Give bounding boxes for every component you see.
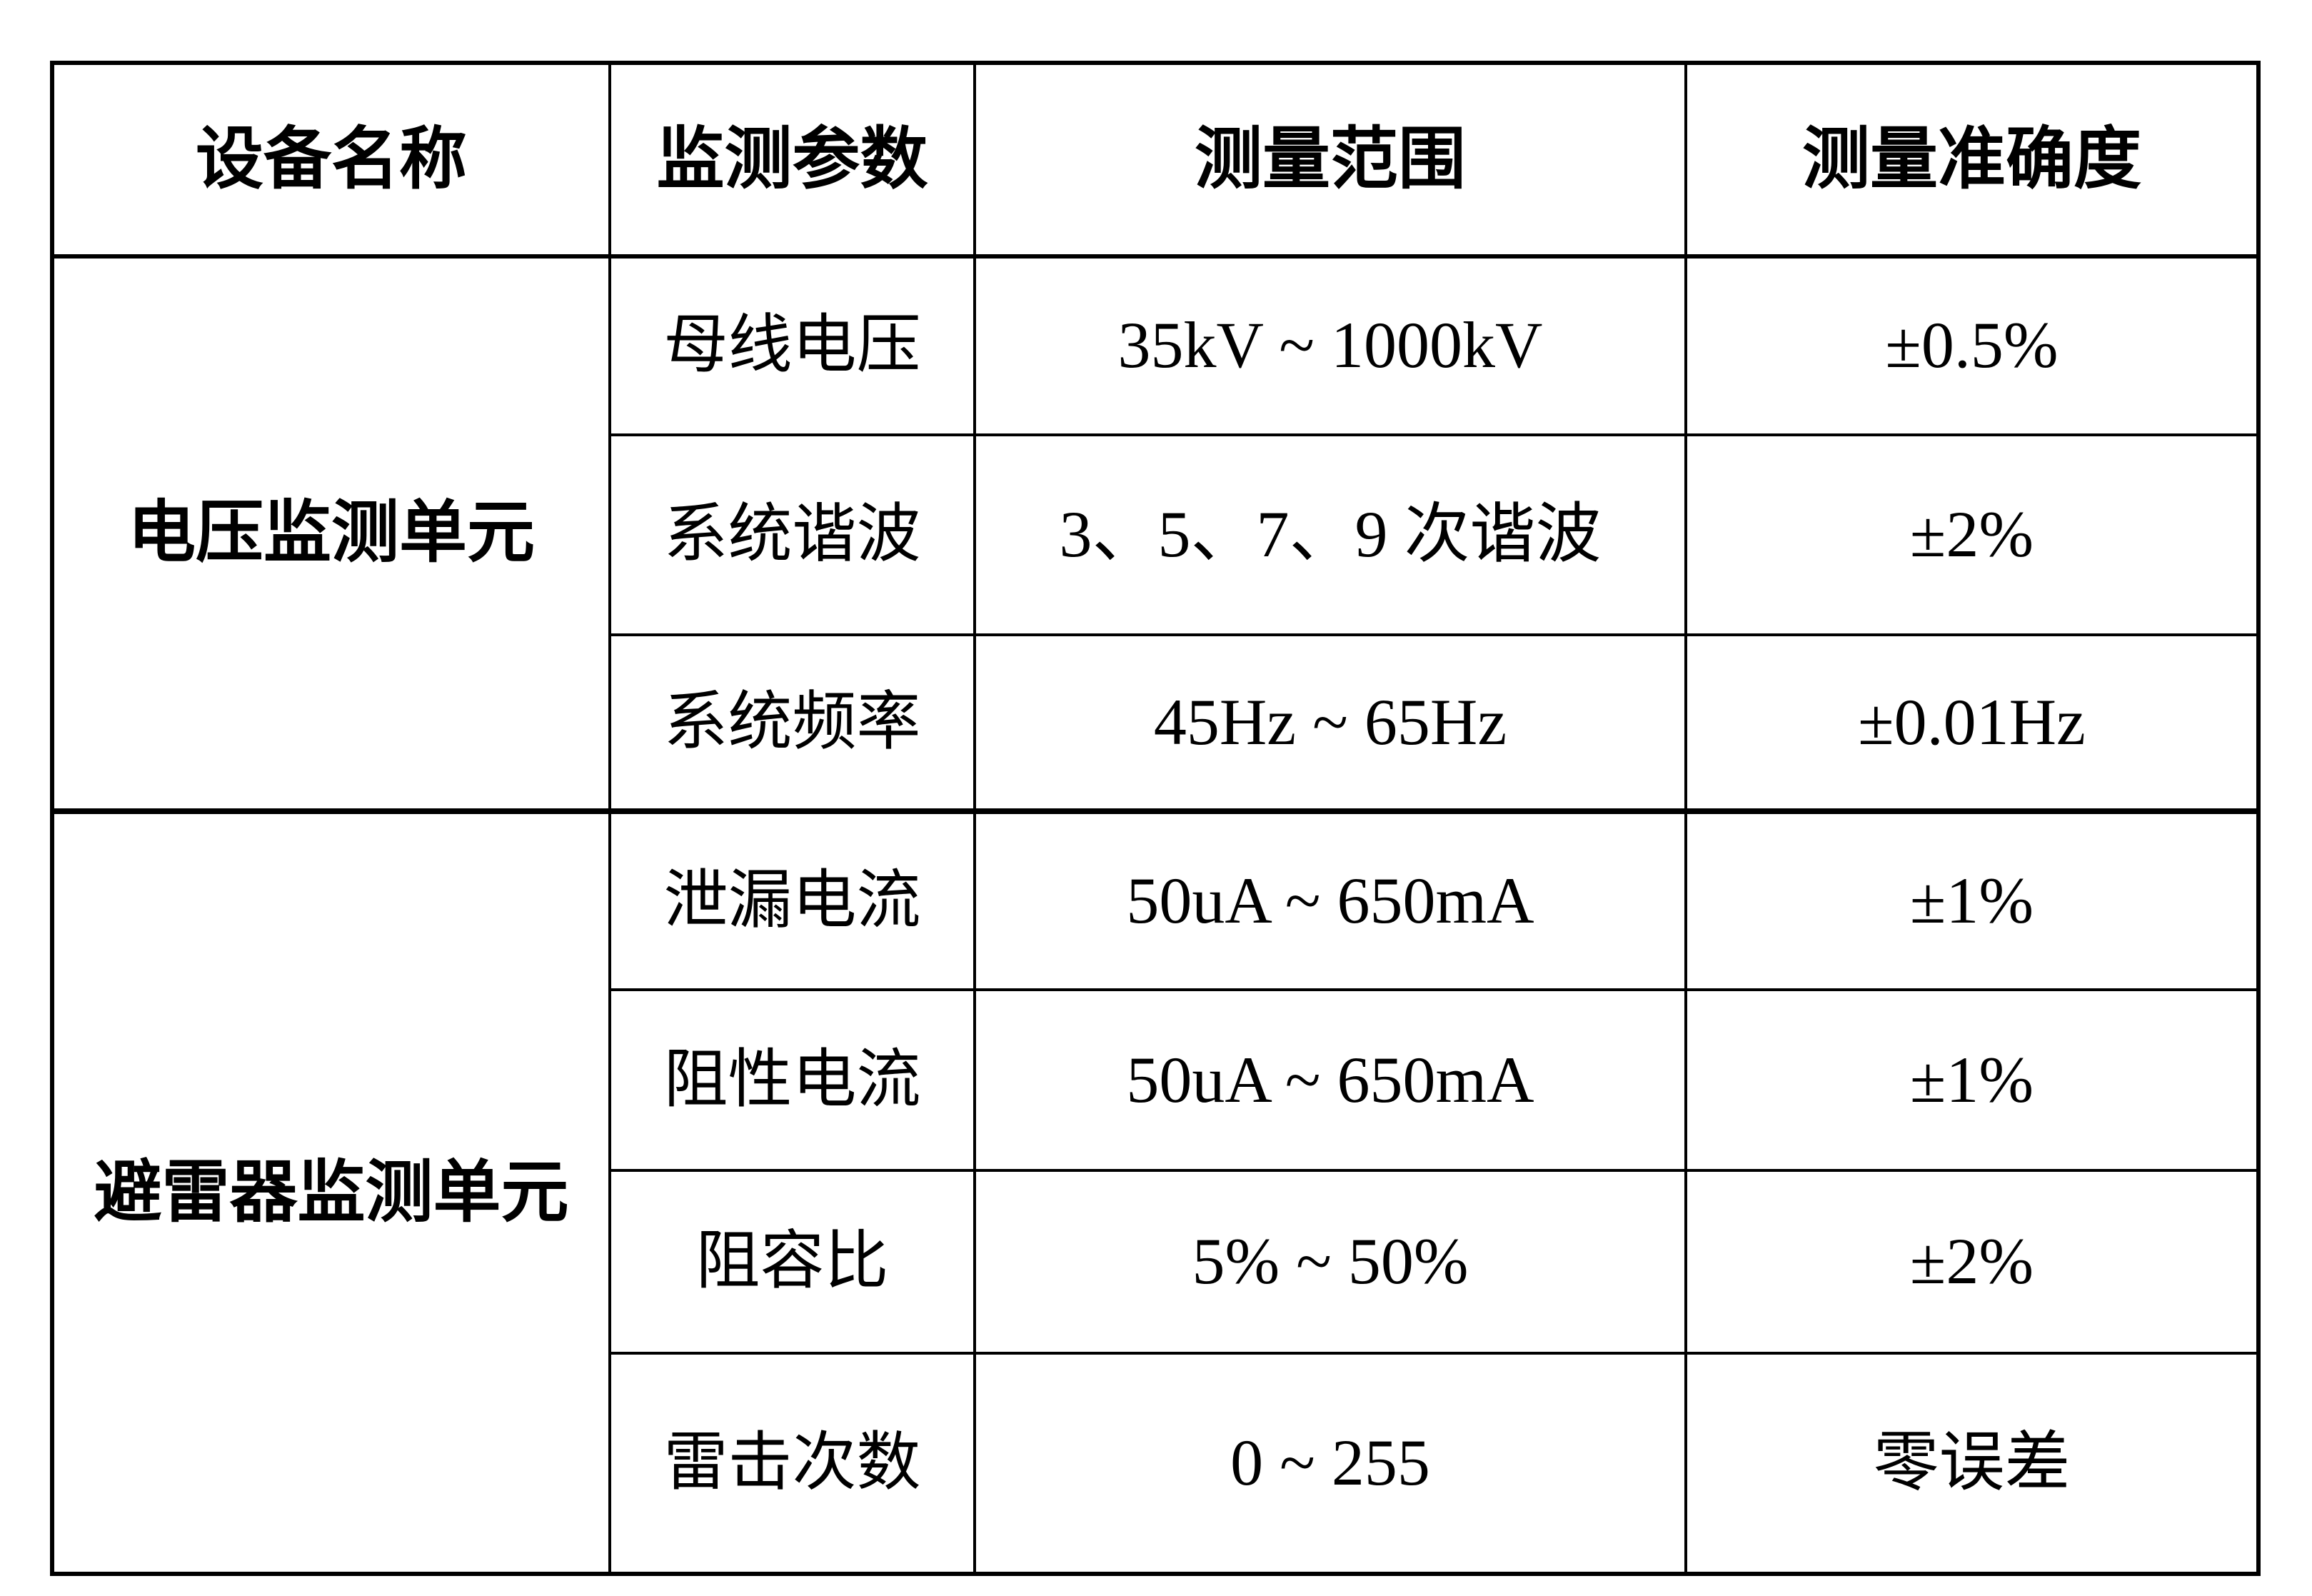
table-row: 雷击次数 0 ~ 255 零误差 — [52, 1352, 2260, 1575]
cell-accuracy: ±0.5% — [1684, 254, 2260, 436]
device-group-arrester-unit: 避雷器监测单元 — [51, 808, 611, 1576]
cell-param: 系统谐波 — [608, 433, 976, 637]
table-row: 阻性电流 50uA ~ 650mA ±1% — [52, 988, 2260, 1172]
cell-accuracy: ±1% — [1684, 808, 2260, 992]
cell-accuracy: ±2% — [1684, 1168, 2260, 1355]
cell-accuracy: ±2% — [1684, 433, 2260, 637]
monitoring-spec-table: 设备名称 监测参数 测量范围 测量准确度 电压监测单元 母线电压 35kV ~ … — [50, 61, 2261, 1576]
device-group-voltage-unit: 电压监测单元 — [51, 254, 611, 814]
cell-param: 阻容比 — [608, 1168, 976, 1355]
cell-range: 0 ~ 255 — [973, 1352, 1687, 1575]
table-row: 阻容比 5% ~ 50% ±2% — [52, 1168, 2260, 1355]
table-header-row: 设备名称 监测参数 测量范围 测量准确度 — [51, 61, 2260, 259]
header-measure-accuracy: 测量准确度 — [1684, 61, 2260, 259]
cell-accuracy: ±0.01Hz — [1684, 633, 2260, 814]
cell-range: 5% ~ 50% — [973, 1168, 1687, 1355]
cell-range: 35kV ~ 1000kV — [973, 254, 1687, 436]
header-monitor-param: 监测参数 — [608, 61, 976, 259]
table-row: 电压监测单元 母线电压 35kV ~ 1000kV ±0.5% — [51, 254, 2260, 814]
cell-param: 母线电压 — [608, 254, 976, 436]
cell-param: 雷击次数 — [608, 1352, 976, 1575]
cell-range: 3、5、7、9 次谐波 — [973, 433, 1687, 637]
cell-param: 泄漏电流 — [608, 808, 976, 992]
header-device-name: 设备名称 — [51, 61, 611, 259]
cell-param: 系统频率 — [608, 633, 976, 814]
cell-range: 45Hz ~ 65Hz — [973, 633, 1687, 814]
header-measure-range: 测量范围 — [973, 61, 1687, 259]
table-row: 系统频率 45Hz ~ 65Hz ±0.01Hz — [52, 633, 2260, 814]
cell-param: 阻性电流 — [608, 988, 976, 1172]
table-row: 避雷器监测单元 泄漏电流 50uA ~ 650mA ±1% — [51, 808, 2260, 1576]
cell-range: 50uA ~ 650mA — [973, 988, 1687, 1172]
table-row: 系统谐波 3、5、7、9 次谐波 ±2% — [52, 433, 2260, 637]
cell-range: 50uA ~ 650mA — [973, 808, 1687, 992]
cell-accuracy: 零误差 — [1684, 1352, 2260, 1575]
cell-accuracy: ±1% — [1684, 988, 2260, 1172]
